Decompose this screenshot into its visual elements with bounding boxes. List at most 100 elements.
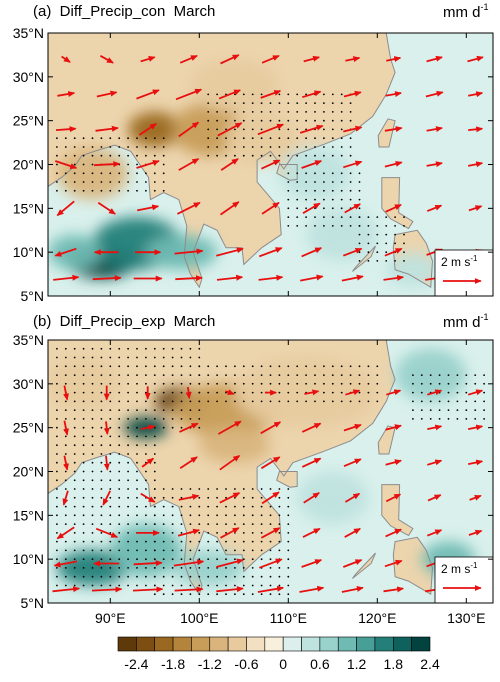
significance-dot: [198, 575, 201, 578]
significance-dot: [349, 374, 352, 376]
significance-dot: [234, 540, 236, 543]
significance-dot: [171, 532, 174, 534]
significance-dot: [127, 391, 129, 394]
significance-dot: [56, 523, 58, 525]
significance-dot: [171, 374, 174, 376]
significance-dot: [162, 549, 165, 552]
significance-dot: [73, 418, 76, 420]
significance-dot: [56, 505, 58, 508]
significance-dot: [376, 391, 379, 394]
significance-dot: [269, 374, 272, 376]
significance-dot: [127, 365, 129, 368]
significance-dot: [136, 567, 138, 569]
significance-dot: [340, 146, 343, 148]
wind-arrow: [91, 586, 123, 593]
significance-dot: [100, 426, 103, 429]
y-tick-label: 5°N: [21, 595, 45, 611]
significance-dot: [225, 137, 227, 140]
significance-dot: [109, 189, 112, 192]
significance-dot: [474, 400, 477, 403]
significance-dot: [234, 154, 236, 157]
significance-dot: [73, 347, 76, 350]
significance-dot: [323, 172, 325, 175]
significance-dot: [207, 575, 210, 578]
wind-arrow: [102, 490, 112, 506]
wind-arrow: [173, 559, 205, 567]
significance-dot: [82, 496, 85, 499]
significance-dot: [225, 400, 227, 403]
significance-dot: [367, 242, 370, 245]
significance-dot: [216, 128, 219, 131]
significance-dot: [314, 216, 316, 219]
wind-arrow: [140, 56, 156, 63]
significance-dot: [73, 189, 76, 192]
significance-dot: [242, 496, 245, 499]
significance-dot: [56, 426, 58, 429]
significance-dot: [171, 400, 174, 403]
significance-dot: [136, 453, 138, 455]
significance-dot: [109, 426, 112, 429]
significance-dot: [296, 128, 299, 131]
significance-dot: [109, 453, 112, 455]
significance-dot: [162, 409, 165, 411]
significance-dot: [64, 347, 67, 350]
significance-dot: [91, 575, 94, 578]
significance-dot: [403, 242, 405, 245]
significance-dot: [136, 172, 138, 175]
significance-dot: [118, 382, 121, 385]
significance-dot: [73, 435, 76, 438]
significance-dot: [56, 496, 58, 499]
significance-dot: [349, 181, 352, 183]
significance-dot: [171, 567, 174, 569]
colorbar-box: [411, 636, 431, 652]
significance-dot: [171, 593, 174, 596]
wind-arrow: [344, 203, 361, 214]
significance-dot: [100, 444, 103, 447]
significance-dot: [207, 111, 210, 113]
significance-dot: [136, 558, 138, 561]
significance-dot: [429, 382, 432, 385]
significance-dot: [367, 374, 370, 376]
significance-dot: [323, 374, 325, 376]
significance-dot: [91, 400, 94, 403]
significance-dot: [207, 584, 210, 587]
wind-arrow: [343, 160, 363, 169]
significance-dot: [180, 584, 183, 587]
significance-dot: [189, 505, 192, 508]
significance-dot: [100, 470, 103, 473]
significance-dot: [64, 435, 67, 438]
significance-dot: [314, 146, 316, 148]
significance-dot: [153, 488, 156, 490]
significance-dot: [225, 382, 227, 385]
significance-dot: [56, 382, 58, 385]
significance-dot: [429, 409, 432, 411]
significance-dot: [73, 558, 76, 561]
significance-dot: [216, 558, 219, 561]
significance-dot: [145, 479, 147, 482]
significance-dot: [136, 540, 138, 543]
significance-dot: [242, 584, 245, 587]
significance-dot: [56, 558, 58, 561]
significance-dot: [109, 558, 112, 561]
significance-dot: [242, 102, 245, 104]
significance-dot: [109, 347, 112, 350]
significance-dot: [296, 225, 299, 227]
panel-a: 2 m s-1 35°N 30°N 25°N 20°N 15°N 10°N 5°N: [13, 25, 494, 304]
y-tick-label: 30°N: [13, 376, 44, 392]
significance-dot: [287, 365, 290, 368]
significance-dot: [367, 382, 370, 385]
significance-dot: [305, 146, 307, 148]
significance-dot: [269, 593, 272, 596]
significance-dot: [376, 382, 379, 385]
significance-dot: [216, 575, 219, 578]
colorbar-box: [356, 636, 376, 652]
significance-dot: [314, 198, 316, 201]
significance-dot: [136, 374, 138, 376]
significance-dot: [162, 558, 165, 561]
colorbar-label: -2.4: [124, 656, 148, 672]
significance-dot: [171, 540, 174, 543]
significance-dot: [242, 575, 245, 578]
significance-dot: [251, 391, 254, 394]
significance-dot: [64, 374, 67, 376]
significance-dot: [136, 549, 138, 552]
